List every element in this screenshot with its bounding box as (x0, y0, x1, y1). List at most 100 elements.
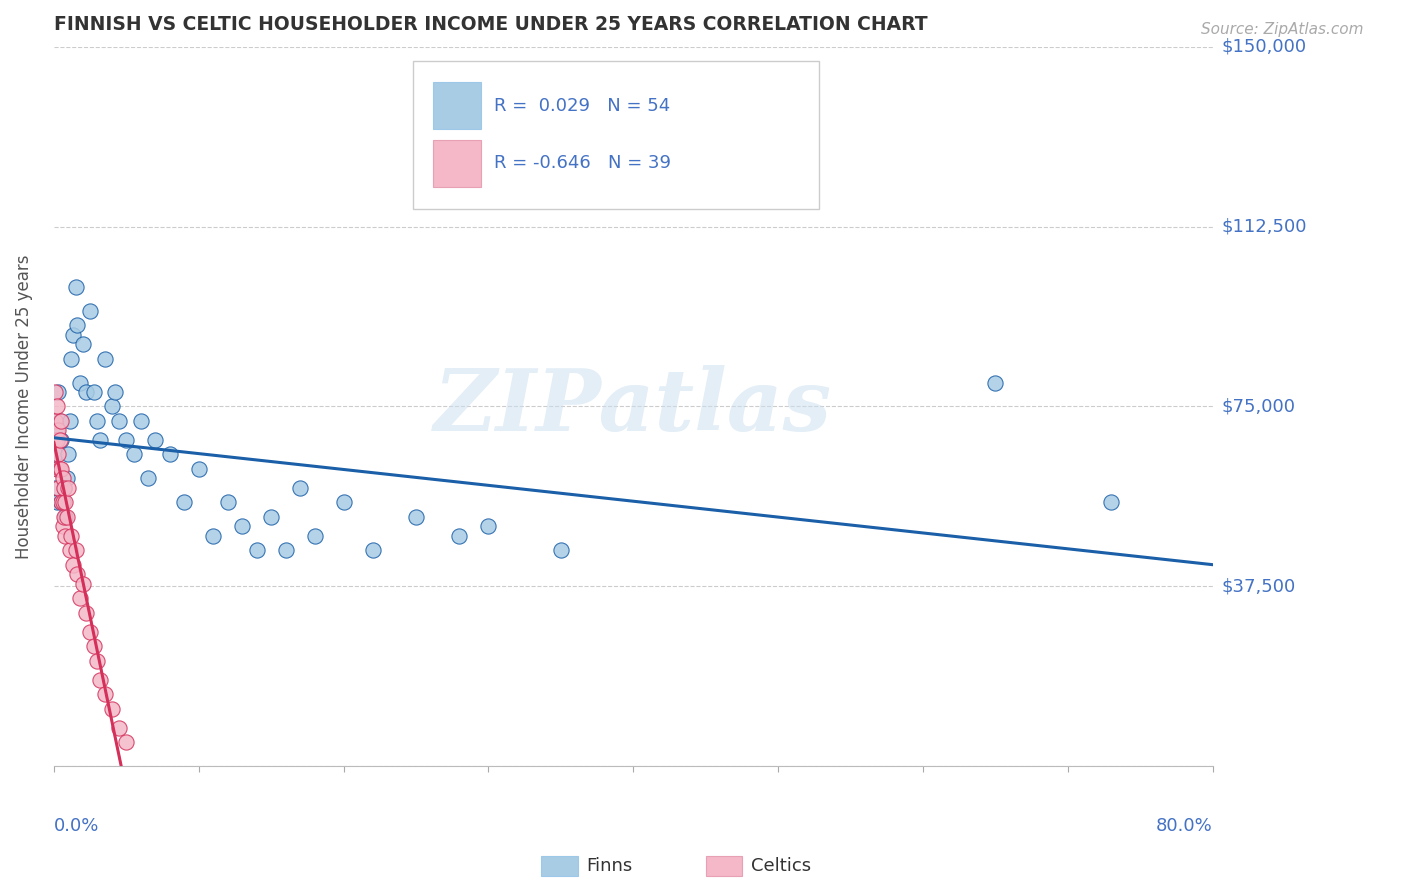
Point (89, 673, 111, 687)
Point (45, 462, 67, 476)
Text: $37,500: $37,500 (1222, 577, 1295, 595)
Point (72, 577, 94, 591)
Point (62, 327, 84, 342)
Point (49, 462, 72, 476)
Point (65, 279, 87, 293)
Point (93, 687, 115, 701)
Point (89, 433, 111, 447)
Point (93, 351, 115, 366)
Point (304, 529, 326, 543)
Point (72, 337, 94, 351)
Text: 80.0%: 80.0% (1156, 817, 1213, 835)
Text: Celtics: Celtics (751, 857, 811, 875)
Point (231, 519, 253, 533)
Point (86, 414, 108, 428)
Point (60, 351, 83, 366)
Point (59, 543, 82, 558)
Point (58, 481, 80, 495)
Point (115, 433, 138, 447)
FancyBboxPatch shape (413, 61, 818, 209)
Point (44, 447, 66, 461)
Point (49, 495, 72, 509)
Point (332, 495, 354, 509)
Text: ZIPatlas: ZIPatlas (434, 365, 832, 449)
Point (122, 447, 145, 461)
Point (136, 471, 159, 485)
Text: FINNISH VS CELTIC HOUSEHOLDER INCOME UNDER 25 YEARS CORRELATION CHART: FINNISH VS CELTIC HOUSEHOLDER INCOME UND… (53, 15, 928, 34)
Point (129, 414, 152, 428)
Text: R = -0.646   N = 39: R = -0.646 N = 39 (495, 154, 671, 172)
Point (44, 481, 66, 495)
Point (75, 606, 97, 620)
Point (48, 414, 70, 428)
Point (159, 447, 181, 461)
Point (69, 376, 91, 390)
Point (260, 509, 283, 524)
Point (51, 495, 73, 509)
Point (56, 471, 79, 485)
Point (65, 543, 87, 558)
Point (53, 481, 76, 495)
Point (449, 529, 471, 543)
Point (75, 385, 97, 400)
Point (59, 414, 82, 428)
Point (46, 424, 69, 438)
Point (143, 433, 166, 447)
Point (101, 702, 124, 716)
Text: $150,000: $150,000 (1222, 37, 1306, 55)
Point (55, 509, 77, 524)
Point (1099, 495, 1122, 509)
Point (86, 654, 108, 668)
Point (361, 543, 384, 558)
Point (44, 414, 66, 428)
Point (104, 385, 127, 400)
Point (55, 495, 77, 509)
Point (477, 519, 499, 533)
Point (44, 385, 66, 400)
Point (46, 481, 69, 495)
Point (48, 433, 70, 447)
Point (51, 495, 73, 509)
Point (49, 495, 72, 509)
Point (108, 721, 131, 735)
Point (45, 400, 67, 414)
Point (56, 509, 79, 524)
Point (405, 509, 427, 524)
Point (58, 447, 80, 461)
Text: $75,000: $75,000 (1222, 398, 1295, 416)
Point (60, 529, 83, 543)
Point (66, 318, 89, 332)
Point (79, 625, 101, 640)
Point (79, 303, 101, 318)
Point (66, 567, 89, 582)
Point (83, 640, 105, 654)
Point (46, 385, 69, 400)
Text: Source: ZipAtlas.com: Source: ZipAtlas.com (1201, 22, 1364, 37)
Point (55, 529, 77, 543)
Text: 0.0%: 0.0% (53, 817, 100, 835)
Point (62, 558, 84, 572)
Point (53, 509, 76, 524)
Point (274, 543, 297, 558)
Point (51, 519, 73, 533)
Point (288, 481, 311, 495)
Point (49, 414, 72, 428)
Point (550, 543, 572, 558)
Point (69, 591, 91, 606)
Point (46, 462, 69, 476)
Point (108, 414, 131, 428)
FancyBboxPatch shape (433, 139, 481, 187)
Point (51, 471, 73, 485)
Point (187, 462, 209, 476)
Point (101, 400, 124, 414)
Text: Finns: Finns (586, 857, 633, 875)
Text: R =  0.029   N = 54: R = 0.029 N = 54 (495, 96, 671, 115)
Point (45, 433, 67, 447)
Point (49, 433, 72, 447)
Point (246, 543, 269, 558)
FancyBboxPatch shape (433, 82, 481, 129)
Point (45, 424, 67, 438)
Point (984, 376, 1007, 390)
Point (217, 495, 239, 509)
Point (48, 462, 70, 476)
